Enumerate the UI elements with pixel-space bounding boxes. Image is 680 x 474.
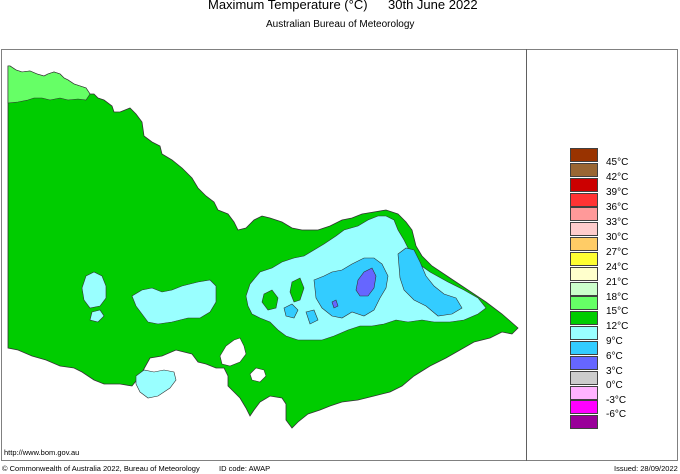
legend-label: 6°C [606,351,623,362]
id-code: ID code: AWAP [219,464,271,473]
website-link[interactable]: http://www.bom.gov.au [4,448,80,457]
legend-label: -6°C [606,409,627,420]
legend-label: 3°C [606,366,623,377]
legend-label: 21°C [606,277,629,288]
green-patch-1 [261,289,279,311]
legend-swatch [570,207,598,222]
legend-label: 39°C [606,187,629,198]
legend-label: 15°C [606,306,629,317]
legend-swatch [570,296,598,311]
legend-swatch [570,266,598,281]
legend-swatch [570,192,598,207]
legend-label: 33°C [606,217,629,228]
legend-label: 0°C [606,380,623,391]
frame-divider [526,49,527,461]
title-date: 30th June 2022 [388,0,478,12]
legend-label: 30°C [606,232,629,243]
western-port [249,367,267,383]
north-18c-zone [7,65,91,104]
legend-label: 24°C [606,262,629,273]
legend-label: -3°C [606,395,627,406]
cool-zone-central [131,279,217,325]
legend-label: 36°C [606,202,629,213]
legend-swatch [570,326,598,341]
legend-label: 9°C [606,336,623,347]
color-legend [570,148,598,430]
cooler-zone-small-1 [283,303,299,319]
chart-title: Maximum Temperature (°C) 30th June 2022 [0,0,680,17]
legend-label: 42°C [606,172,629,183]
coldest-zone-small [331,299,339,309]
legend-swatch [570,222,598,237]
legend-swatch [570,148,598,162]
legend-swatch [570,340,598,355]
legend-swatch [570,355,598,370]
cool-zone-west-2 [89,309,105,323]
cool-zone-west-1 [81,271,107,309]
temperature-map [7,65,519,429]
legend-swatch [570,385,598,400]
legend-label: 45°C [606,157,629,168]
subtitle: Australian Bureau of Meteorology [266,19,415,30]
coldest-zone-alpine [355,267,377,297]
legend-swatch [570,177,598,192]
victoria-land [7,65,519,429]
title-main: Maximum Temperature (°C) [208,0,368,12]
legend-label: 12°C [606,321,629,332]
cool-zone-south [135,369,177,399]
cooler-zone-east [397,247,463,317]
legend-swatch [570,251,598,266]
legend-swatch [570,370,598,385]
legend-swatch [570,400,598,415]
legend-swatch [570,162,598,177]
legend-label: 27°C [606,247,629,258]
port-phillip-bay [219,337,247,367]
legend-swatch [570,415,598,430]
legend-swatch [570,311,598,326]
green-patch-2 [289,277,305,303]
legend-swatch [570,237,598,252]
cooler-zone-small-2 [305,309,319,325]
map-frame [1,49,678,461]
copyright-text: © Commonwealth of Australia 2022, Bureau… [2,464,200,473]
issued-date: Issued: 28/09/2022 [614,464,678,473]
legend-label: 18°C [606,292,629,303]
legend-swatch [570,281,598,296]
